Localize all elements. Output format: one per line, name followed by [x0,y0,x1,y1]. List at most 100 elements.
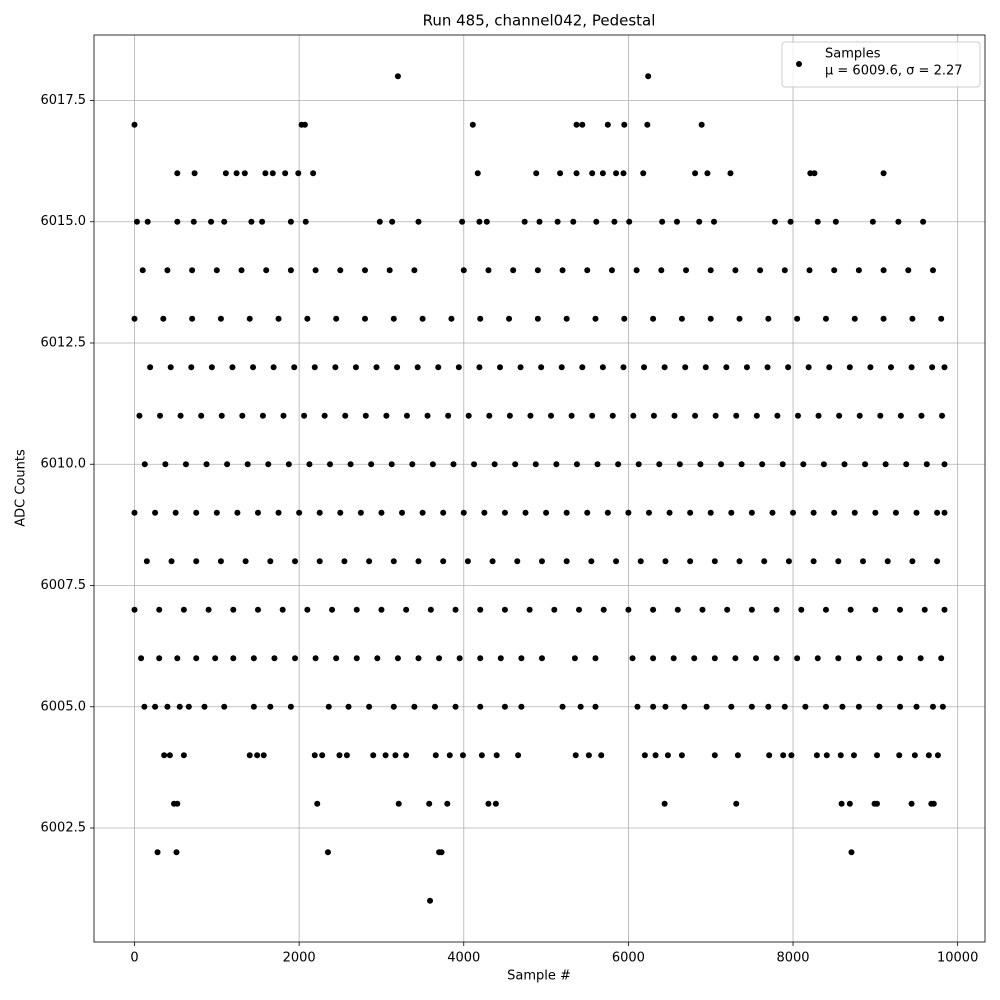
point [217,315,224,322]
point [314,800,321,807]
point [691,655,698,662]
point [538,655,545,662]
point [921,606,928,613]
point [880,315,887,322]
point [659,218,666,225]
point [512,461,519,468]
point [662,558,669,565]
point [152,703,159,710]
point [191,170,198,177]
point [156,655,163,662]
point [588,558,595,565]
point [411,267,418,274]
point [887,364,894,371]
point [374,655,381,662]
point [518,655,525,662]
point [633,267,640,274]
point [141,703,148,710]
point [634,703,641,710]
point [287,218,294,225]
point [208,364,215,371]
point [625,606,632,613]
point [491,461,498,468]
point [773,655,780,662]
point [246,752,253,759]
point [144,218,151,225]
point [785,364,792,371]
point [234,509,241,516]
point [445,412,452,419]
legend-box [781,41,981,88]
point [221,218,228,225]
point [671,412,678,419]
point [459,218,466,225]
point [841,461,848,468]
point [167,364,174,371]
point [661,800,668,807]
point [131,315,138,322]
point [285,461,292,468]
point [141,461,148,468]
legend-label: Samples [825,47,881,62]
point [592,315,599,322]
point [280,412,287,419]
point [573,461,580,468]
point [637,558,644,565]
point [337,267,344,274]
point [295,170,302,177]
point [501,606,508,613]
point [589,170,596,177]
point [884,558,891,565]
point [533,170,540,177]
point [903,461,910,468]
point [450,461,457,468]
point [333,315,340,322]
point [301,121,308,128]
point [876,703,883,710]
point [771,218,778,225]
x-tick-label: 8000 [776,951,809,966]
point [911,752,918,759]
point [419,509,426,516]
point [392,752,399,759]
point [378,509,385,516]
point [836,412,843,419]
point [774,412,781,419]
y-tick-label: 6017.5 [41,93,87,108]
point [585,752,592,759]
point [203,461,210,468]
point [131,121,138,128]
point [573,170,580,177]
point [259,412,266,419]
point [427,606,434,613]
point [592,655,599,662]
point [802,703,809,710]
point [697,461,704,468]
point [941,364,948,371]
point [394,364,401,371]
point [727,170,734,177]
point [514,558,521,565]
point [131,509,138,516]
point [319,752,326,759]
point [687,509,694,516]
point [645,509,652,516]
point [934,558,941,565]
point [271,655,278,662]
point [414,364,421,371]
point [446,752,453,759]
point [807,170,814,177]
point [526,606,533,613]
point [609,412,616,419]
point [788,752,795,759]
point [464,558,471,565]
point [800,461,807,468]
point [534,267,541,274]
point [310,170,317,177]
point [568,412,575,419]
point [238,267,245,274]
point [342,412,349,419]
point [855,703,862,710]
point [279,606,286,613]
point [493,752,500,759]
